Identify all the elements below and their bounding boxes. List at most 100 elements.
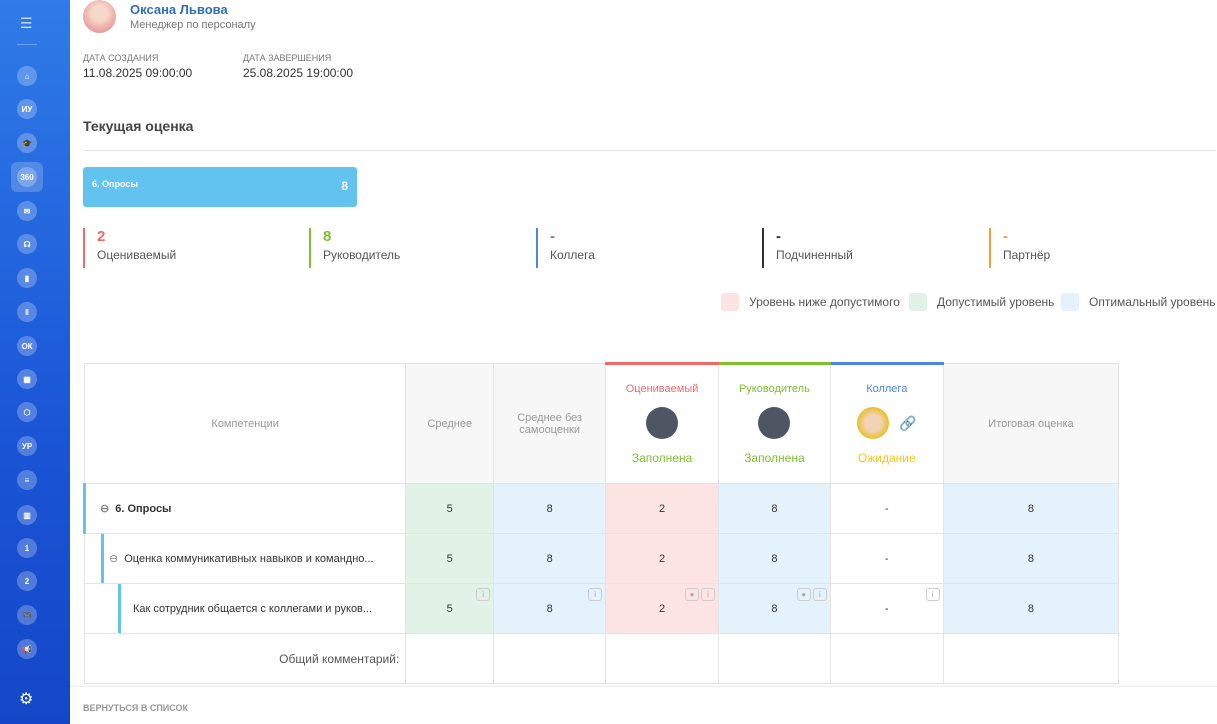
summary-bar-value: 8 [341,179,348,193]
summary-bar[interactable]: 6. Опросы 8 [83,167,357,207]
stat-evaluated: 2 Оцениваемый [83,228,176,268]
final-cell: 8 [942,583,1120,634]
final-cell: 8 [942,483,1120,534]
legend-acceptable: Допустимый уровень [909,293,1054,311]
cell-value: 8 [546,602,553,615]
legend-swatch [721,293,739,311]
results-table: Компетенции Среднее Среднее без самооцен… [82,362,1217,684]
section-title: Текущая оценка [83,118,194,134]
evaluated-cell: 2 [605,483,719,534]
manager-cell: 8 [717,533,831,584]
headset-icon[interactable]: ☊ [17,234,37,254]
comment-row: Общий комментарий: [83,633,1216,684]
menu-icon[interactable]: ☰ [20,15,33,31]
sidebar-item-ur[interactable]: УР [17,436,37,456]
sidebar-item-360[interactable]: 360 [17,167,37,187]
book-icon[interactable]: ▮ [17,268,37,288]
stat-value: - [1003,228,1008,245]
collapse-icon[interactable]: ⊖ [100,503,110,515]
badge-one-icon[interactable]: 1 [17,538,37,558]
legend-label: Допустимый уровень [937,295,1055,309]
colleague-cell: - [829,483,944,534]
finished-value: 25.08.2025 19:00:00 [243,66,354,80]
legend-optimal: Оптимальный уровень [1061,293,1216,311]
comment-icon[interactable]: ● [796,588,811,601]
sidebar: ☰ ⌂ ИУ 🎓 360 ✉ ☊ ▮ ‖ ОК ▦ ⬡ УР ≡ ▥ 1 2 🎮… [0,0,70,724]
calendar-icon[interactable]: ▦ [17,369,37,389]
sidebar-item-iu[interactable]: ИУ [17,99,37,119]
legend-swatch [1061,293,1079,311]
list-icon[interactable]: ≡ [17,470,37,490]
header-rater-colleague: Коллега 🔗 Ожидание [829,362,944,484]
collapse-icon[interactable]: ⊖ [109,553,119,565]
header-rater-evaluated: Оцениваемый Заполнена [605,362,719,484]
stat-label: Оцениваемый [97,248,177,262]
stat-label: Руководитель [323,248,401,262]
active-indicator [11,162,43,192]
info-icon[interactable]: i [925,588,940,601]
competency-name: Как сотрудник общается с коллегами и рук… [133,602,373,615]
home-icon[interactable]: ⌂ [17,66,37,86]
stat-value: - [550,228,555,245]
header-rater-manager: Руководитель Заполнена [717,362,831,484]
evaluated-cell: 2 ● i [605,583,719,634]
stat-value: 2 [97,228,106,245]
cell-value: 2 [658,602,666,615]
user-name[interactable]: Оксана Львова [130,2,228,17]
chart-icon[interactable]: ▥ [17,505,37,525]
table-header: Компетенции Среднее Среднее без самооцен… [83,362,1216,484]
legend-below: Уровень ниже допустимого [721,293,900,311]
cell-value: - [884,602,889,615]
info-icon[interactable]: i [812,588,827,601]
info-icon[interactable]: i [588,588,603,601]
competency-cell[interactable]: Как сотрудник общается с коллегами и рук… [83,583,407,634]
back-to-list-button[interactable]: ВЕРНУТЬСЯ В СПИСОК [83,703,189,713]
competency-name: 6. Опросы [115,503,172,515]
header-avg: Среднее [405,363,495,484]
library-icon[interactable]: ‖ [17,302,37,322]
megaphone-icon[interactable]: 📢 [17,639,37,659]
cell-value: 5 [446,602,453,615]
stat-partner: - Партнёр [989,228,1050,268]
avg-cell: 5 [405,483,495,534]
user-placeholder-icon [646,407,679,439]
colleague-cell: - [829,533,944,584]
avg-no-self-cell: 8 [493,533,607,584]
manager-cell: 8 ● i [717,583,831,634]
gamepad-icon[interactable]: 🎮 [17,605,37,625]
comment-icon[interactable]: ● [684,588,699,601]
manager-cell: 8 [717,483,831,534]
finished-label: ДАТА ЗАВЕРШЕНИЯ [243,53,332,63]
chat-icon[interactable]: ✉ [17,201,37,221]
sidebar-divider [17,44,37,45]
header-competencies: Компетенции [83,363,407,484]
competency-cell[interactable]: ⊖ 6. Опросы [82,483,407,534]
stat-label: Подчиненный [776,248,853,262]
graduation-cap-icon[interactable]: 🎓 [17,133,37,153]
final-cell: 8 [942,533,1120,584]
colleague-avatar[interactable] [857,407,890,439]
info-icon[interactable]: i [476,588,491,601]
colleague-cell: -i [829,583,944,634]
stat-value: - [776,228,781,245]
footer: ВЕРНУТЬСЯ В СПИСОК [70,686,1217,724]
avatar [83,0,116,33]
avg-cell: 5 [405,533,495,584]
stat-manager: 8 Руководитель [309,228,400,268]
stat-colleague: - Коллега [536,228,595,268]
badge-two-icon[interactable]: 2 [17,571,37,591]
competency-cell[interactable]: ⊖ Оценка коммуникативных навыков и команд… [83,533,407,584]
rater-role: Руководитель [738,383,810,395]
summary-bar-label: 6. Опросы [92,179,139,189]
rater-status: Заполнена [631,451,693,465]
link-icon[interactable]: 🔗 [899,414,917,431]
info-icon[interactable]: i [700,588,715,601]
gear-icon[interactable]: ⚙ [19,691,34,708]
header-avg-no-self: Среднее без самооценки [493,363,607,484]
rater-status: Заполнена [744,451,805,465]
hexagon-icon[interactable]: ⬡ [17,402,37,422]
sidebar-item-ok[interactable]: ОК [17,336,37,356]
table-row: ⊖ 6. Опросы 5 8 2 8 - 8 [82,483,1216,534]
